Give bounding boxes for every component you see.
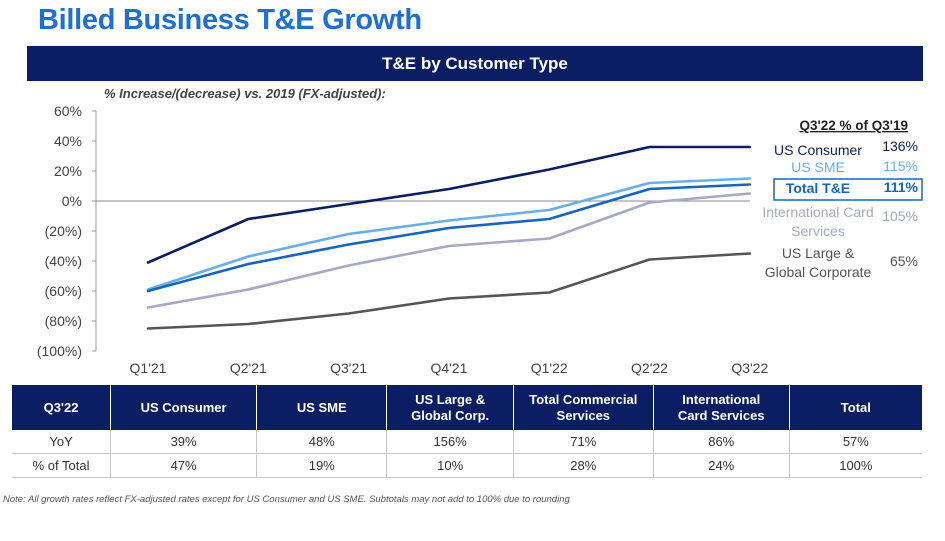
table-header-text: Total <box>840 399 871 415</box>
table-header-cell: International Card Services <box>653 385 790 430</box>
y-tick-label: 40% <box>54 133 82 149</box>
legend-series-name: US SME <box>791 159 845 175</box>
series-line <box>146 192 752 309</box>
chart-banner: T&E by Customer Type <box>27 46 923 81</box>
table-cell: 156% <box>386 430 514 454</box>
legend-series-name: US Consumer <box>774 142 862 158</box>
table-header-text: US Consumer <box>140 399 227 415</box>
table-cell: % of Total <box>12 453 112 478</box>
series-line <box>146 252 752 330</box>
legend-series-value: 65% <box>890 253 918 269</box>
table-header-row: Q3'22 US Consumer US SME US Large & Global C… <box>12 385 922 430</box>
page-title: Billed Business T&E Growth <box>38 4 422 36</box>
table-header-cell: US Large & Global Corp. <box>386 385 514 430</box>
table-header-text: Card Services <box>677 407 765 423</box>
table-cell: 10% <box>386 453 514 478</box>
y-tick-label: 0% <box>62 193 82 209</box>
table-cell: 47% <box>110 453 258 478</box>
y-tick-label: (100%) <box>37 343 82 359</box>
table-row: YoY 39% 48% 156% 71% 86% 57% <box>12 430 922 454</box>
table-cell: 57% <box>789 430 922 454</box>
y-tick-label: (20%) <box>45 223 82 239</box>
table-cell: 71% <box>513 430 654 454</box>
legend-series-name: Global Corporate <box>765 264 872 280</box>
table-cell: YoY <box>12 430 112 454</box>
legend-series-name: Total T&E <box>786 180 850 196</box>
legend-highlight-box <box>773 178 923 201</box>
table-header-text: US SME <box>296 399 347 415</box>
table-cell: 28% <box>513 453 654 478</box>
table-cell: 100% <box>789 453 922 478</box>
x-tick-label: Q1'21 <box>130 360 167 376</box>
table-cell: 39% <box>110 430 258 454</box>
x-tick-label: Q2'22 <box>631 360 668 376</box>
table-cell: 19% <box>256 453 388 478</box>
series-line <box>146 145 752 264</box>
x-tick-label: Q1'22 <box>531 360 568 376</box>
legend-title: Q3'22 % of Q3'19 <box>800 118 908 133</box>
footnote: Note: All growth rates reflect FX-adjust… <box>3 494 570 505</box>
x-tick-label: Q4'21 <box>430 360 467 376</box>
chart-subtitle: % Increase/(decrease) vs. 2019 (FX-adjus… <box>104 86 386 101</box>
y-tick-label: (40%) <box>45 253 82 269</box>
legend-series-value: 111% <box>884 179 919 195</box>
table-row: % of Total 47% 19% 10% 28% 24% 100% <box>12 453 922 478</box>
table-header-cell: US SME <box>256 385 388 430</box>
table-cell: 24% <box>653 453 790 478</box>
legend-series-name: Services <box>791 223 845 239</box>
legend-series-name: US Large & <box>782 245 855 261</box>
y-tick-label: 20% <box>54 163 82 179</box>
table-header-text: Services <box>556 407 611 423</box>
summary-table: Q3'22 US Consumer US SME US Large & Global C… <box>12 385 922 478</box>
table-header-text: Q3'22 <box>43 399 79 415</box>
legend-series-value: 136% <box>882 138 918 154</box>
series-line <box>146 183 752 293</box>
series-line <box>146 177 752 291</box>
x-tick-label: Q2'21 <box>230 360 267 376</box>
x-tick-label: Q3'22 <box>731 360 768 376</box>
legend-series-name: International Card <box>762 204 873 220</box>
legend-series-value: 105% <box>882 208 918 224</box>
table-header-text: Global Corp. <box>411 407 490 423</box>
table-cell: 86% <box>653 430 790 454</box>
y-tick-label: (60%) <box>45 283 82 299</box>
line-chart: 60% 40% 20% 0% (20%) (40%) (60%) (80%) (100%) Q1'… <box>37 103 923 376</box>
table-cell: 48% <box>256 430 388 454</box>
y-tick-label: 60% <box>54 103 82 119</box>
legend-series-value: 115% <box>883 158 918 174</box>
table-header-text: US Large & <box>415 391 486 407</box>
x-tick-label: Q3'21 <box>330 360 367 376</box>
y-tick-label: (80%) <box>45 313 82 329</box>
table-header-cell: Total Commercial Services <box>513 385 654 430</box>
table-header-cell: Total <box>789 385 922 430</box>
table-header-cell: Q3'22 <box>12 385 112 430</box>
table-header-text: International <box>682 391 761 407</box>
table-header-text: Total Commercial <box>529 391 638 407</box>
table-header-cell: US Consumer <box>110 385 258 430</box>
